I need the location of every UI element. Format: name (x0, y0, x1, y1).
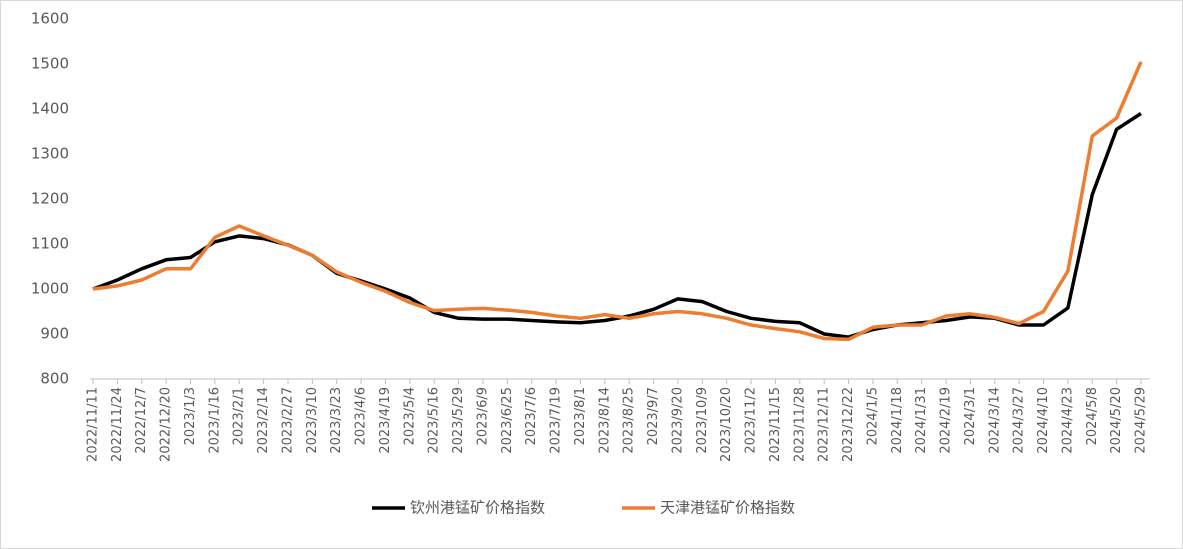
legend-label: 天津港锰矿价格指数 (660, 499, 795, 517)
x-tick-label: 2023/1/3 (183, 387, 198, 445)
x-tick-label: 2024/1/31 (914, 387, 929, 454)
y-tick-label: 1600 (31, 10, 69, 28)
x-tick-label: 2023/5/16 (427, 387, 442, 454)
x-tick-label: 2023/11/2 (744, 387, 759, 454)
x-tick-label: 2023/2/27 (280, 387, 295, 454)
x-tick-label: 2024/5/8 (1085, 387, 1100, 445)
x-tick-label: 2023/12/22 (841, 387, 856, 462)
x-tick-label: 2024/5/20 (1109, 387, 1124, 454)
y-tick-label: 900 (40, 325, 69, 343)
x-tick-label: 2024/2/19 (939, 387, 954, 454)
legend-label: 钦州港锰矿价格指数 (410, 499, 545, 517)
x-tick-label: 2023/2/14 (256, 387, 271, 454)
x-tick-label: 2023/11/15 (768, 387, 783, 462)
x-tick-label: 2023/1/16 (207, 387, 222, 454)
x-tick-label: 2024/3/1 (963, 387, 978, 445)
x-tick-label: 2023/11/28 (792, 387, 807, 462)
x-tick-label: 2024/3/14 (987, 387, 1002, 454)
y-tick-label: 1400 (31, 100, 69, 118)
x-tick-label: 2023/7/19 (549, 387, 564, 454)
x-tick-label: 2023/8/25 (622, 387, 637, 454)
x-tick-label: 2024/5/29 (1134, 387, 1149, 454)
x-tick-label: 2024/3/27 (1012, 387, 1027, 454)
x-tick-label: 2023/12/11 (817, 387, 832, 462)
x-tick-label: 2023/5/29 (451, 387, 466, 454)
y-tick-label: 1100 (31, 235, 69, 253)
x-tick-label: 2023/4/6 (354, 387, 369, 445)
x-tick-label: 2023/6/9 (475, 387, 490, 445)
x-tick-label: 2023/8/1 (573, 387, 588, 445)
x-tick-label: 2023/8/14 (597, 387, 612, 454)
x-tick-label: 2023/9/7 (646, 387, 661, 445)
x-tick-label: 2023/5/4 (402, 387, 417, 445)
x-tick-label: 2022/12/20 (159, 387, 174, 462)
x-tick-label: 2022/11/24 (110, 387, 125, 462)
x-tick-label: 2023/7/6 (524, 387, 539, 445)
x-tick-label: 2023/10/20 (719, 387, 734, 462)
x-tick-label: 2024/1/5 (865, 387, 880, 445)
y-tick-label: 1200 (31, 190, 69, 208)
x-tick-label: 2023/3/10 (305, 387, 320, 454)
x-tick-label: 2023/4/19 (378, 387, 393, 454)
x-tick-label: 2024/4/10 (1036, 387, 1051, 454)
x-tick-label: 2023/10/9 (695, 387, 710, 454)
x-tick-label: 2023/6/25 (500, 387, 515, 454)
x-tick-label: 2023/9/20 (670, 387, 685, 454)
y-tick-label: 1500 (31, 55, 69, 73)
y-tick-label: 800 (40, 370, 69, 388)
x-tick-label: 2022/11/11 (86, 387, 101, 462)
y-tick-label: 1000 (31, 280, 69, 298)
series-line (92, 61, 1143, 342)
x-tick-label: 2023/3/23 (329, 387, 344, 454)
x-tick-label: 2022/12/7 (134, 387, 149, 454)
y-tick-label: 1300 (31, 145, 69, 163)
x-tick-label: 2024/4/23 (1060, 387, 1075, 454)
series-line (92, 112, 1142, 339)
x-tick-label: 2023/2/1 (232, 387, 247, 445)
x-tick-label: 2024/1/18 (890, 387, 905, 454)
